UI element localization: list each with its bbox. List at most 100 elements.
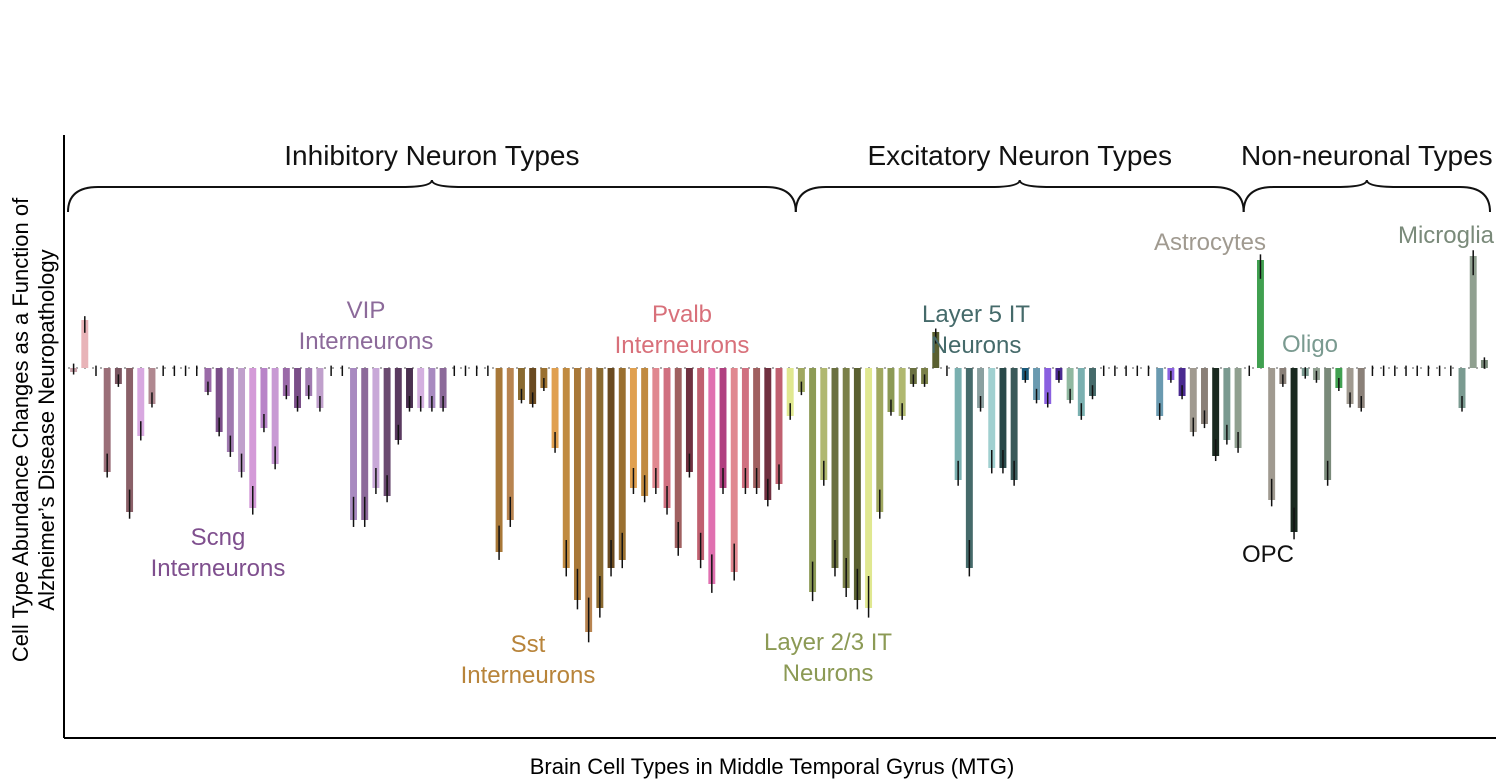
brace-0 (67, 179, 797, 213)
cell-type-annotations: Scng Interneurons VIP Interneurons Sst Intern… (151, 222, 1495, 689)
bar-rect (887, 368, 895, 412)
bar-rect (842, 368, 850, 588)
annotation-line: OPC (1242, 541, 1294, 568)
bar-rect (1066, 368, 1074, 400)
bar-51 (641, 368, 649, 503)
bar-31 (417, 368, 425, 412)
bar-63 (775, 368, 783, 490)
bar-rect (126, 368, 134, 512)
bar-25 (350, 368, 357, 527)
annotation-line: Interneurons (461, 662, 596, 689)
bar-rect (663, 368, 671, 508)
bar-47 (596, 368, 604, 618)
bar-rect (260, 368, 268, 428)
bar-104 (1234, 368, 1242, 453)
bar-rect (372, 368, 380, 488)
bar-91 (1089, 368, 1096, 400)
bar-103 (1223, 368, 1231, 445)
bar-rect (1089, 368, 1096, 396)
bar-rect (1234, 368, 1242, 448)
bar-90 (1077, 368, 1085, 420)
bar-rect (439, 368, 447, 408)
bar-125 (1469, 250, 1477, 368)
bar-rect (506, 368, 514, 520)
bar-14 (226, 368, 234, 457)
bar-rect (249, 368, 257, 508)
bar-rect (853, 368, 861, 600)
bar-112 (1324, 368, 1332, 486)
bar-rect (797, 368, 805, 392)
bar-rect (932, 332, 940, 368)
bar-15 (238, 368, 246, 478)
bar-33 (439, 368, 447, 412)
bar-106 (1256, 254, 1264, 368)
bar-27 (372, 368, 380, 494)
bar-28 (383, 368, 391, 503)
bar-rect (383, 368, 391, 496)
annotation-line: Microglia (1398, 222, 1495, 249)
bar-6 (137, 368, 145, 441)
bar-rect (1290, 368, 1298, 532)
bar-110 (1301, 367, 1309, 379)
bar-56 (697, 368, 705, 569)
bar-43 (551, 368, 559, 453)
annotation-line: Scng (191, 524, 246, 551)
bar-22 (316, 368, 324, 412)
bar-rect (775, 368, 783, 484)
bar-rect (1357, 368, 1365, 408)
bar-61 (753, 368, 761, 494)
bar-66 (809, 368, 817, 602)
annotation-8: Oligo (1282, 331, 1338, 358)
bar-67 (820, 368, 828, 486)
bar-rect (596, 368, 604, 608)
bar-rect (1256, 260, 1264, 368)
bar-76 (921, 368, 929, 387)
bar-85 (1021, 368, 1029, 383)
bar-45 (573, 368, 581, 610)
bar-rect (238, 368, 246, 472)
bar-rect (685, 368, 693, 472)
bar-101 (1201, 368, 1208, 429)
annotation-5: Layer 5 IT Neurons (922, 301, 1030, 359)
bar-54 (674, 368, 682, 556)
bar-12 (204, 368, 212, 396)
bar-1 (81, 316, 89, 368)
bar-115 (1357, 368, 1365, 412)
bar-17 (260, 368, 268, 433)
bar-68 (831, 368, 839, 577)
annotation-line: Neurons (783, 660, 874, 687)
bar-rect (215, 368, 223, 432)
brace-1 (794, 179, 1245, 213)
group-braces: Inhibitory Neuron Types Excitatory Neuron… (67, 140, 1493, 213)
bar-rect (361, 368, 369, 520)
bar-rect (305, 368, 313, 396)
bar-89 (1066, 368, 1074, 404)
bar-5 (126, 368, 134, 519)
bar-rect (820, 368, 828, 480)
bar-rect (1346, 368, 1354, 404)
bar-84 (1010, 368, 1018, 486)
bar-88 (1055, 368, 1063, 383)
bar-79 (954, 368, 962, 486)
annotation-line: Interneurons (299, 328, 434, 355)
bar-rect (1077, 368, 1085, 416)
bar-rect (764, 368, 772, 500)
bar-rect (719, 368, 727, 488)
x-axis-label: Brain Cell Types in Middle Temporal Gyru… (530, 754, 1015, 779)
bar-rect (1458, 368, 1466, 408)
bar-rect (697, 368, 705, 560)
bar-82 (988, 368, 996, 474)
bar-rect (551, 368, 559, 448)
group-title-1: Excitatory Neuron Types (867, 140, 1172, 171)
bar-19 (282, 368, 290, 400)
bar-rect (809, 368, 817, 592)
bar-rect (1189, 368, 1197, 432)
bar-rect (865, 368, 873, 608)
bar-86 (1033, 368, 1040, 404)
bar-60 (741, 368, 749, 494)
bar-rect (316, 368, 324, 408)
bar-50 (629, 368, 637, 494)
bar-44 (562, 368, 570, 577)
bar-49 (618, 368, 626, 569)
bar-rect (1178, 368, 1186, 396)
